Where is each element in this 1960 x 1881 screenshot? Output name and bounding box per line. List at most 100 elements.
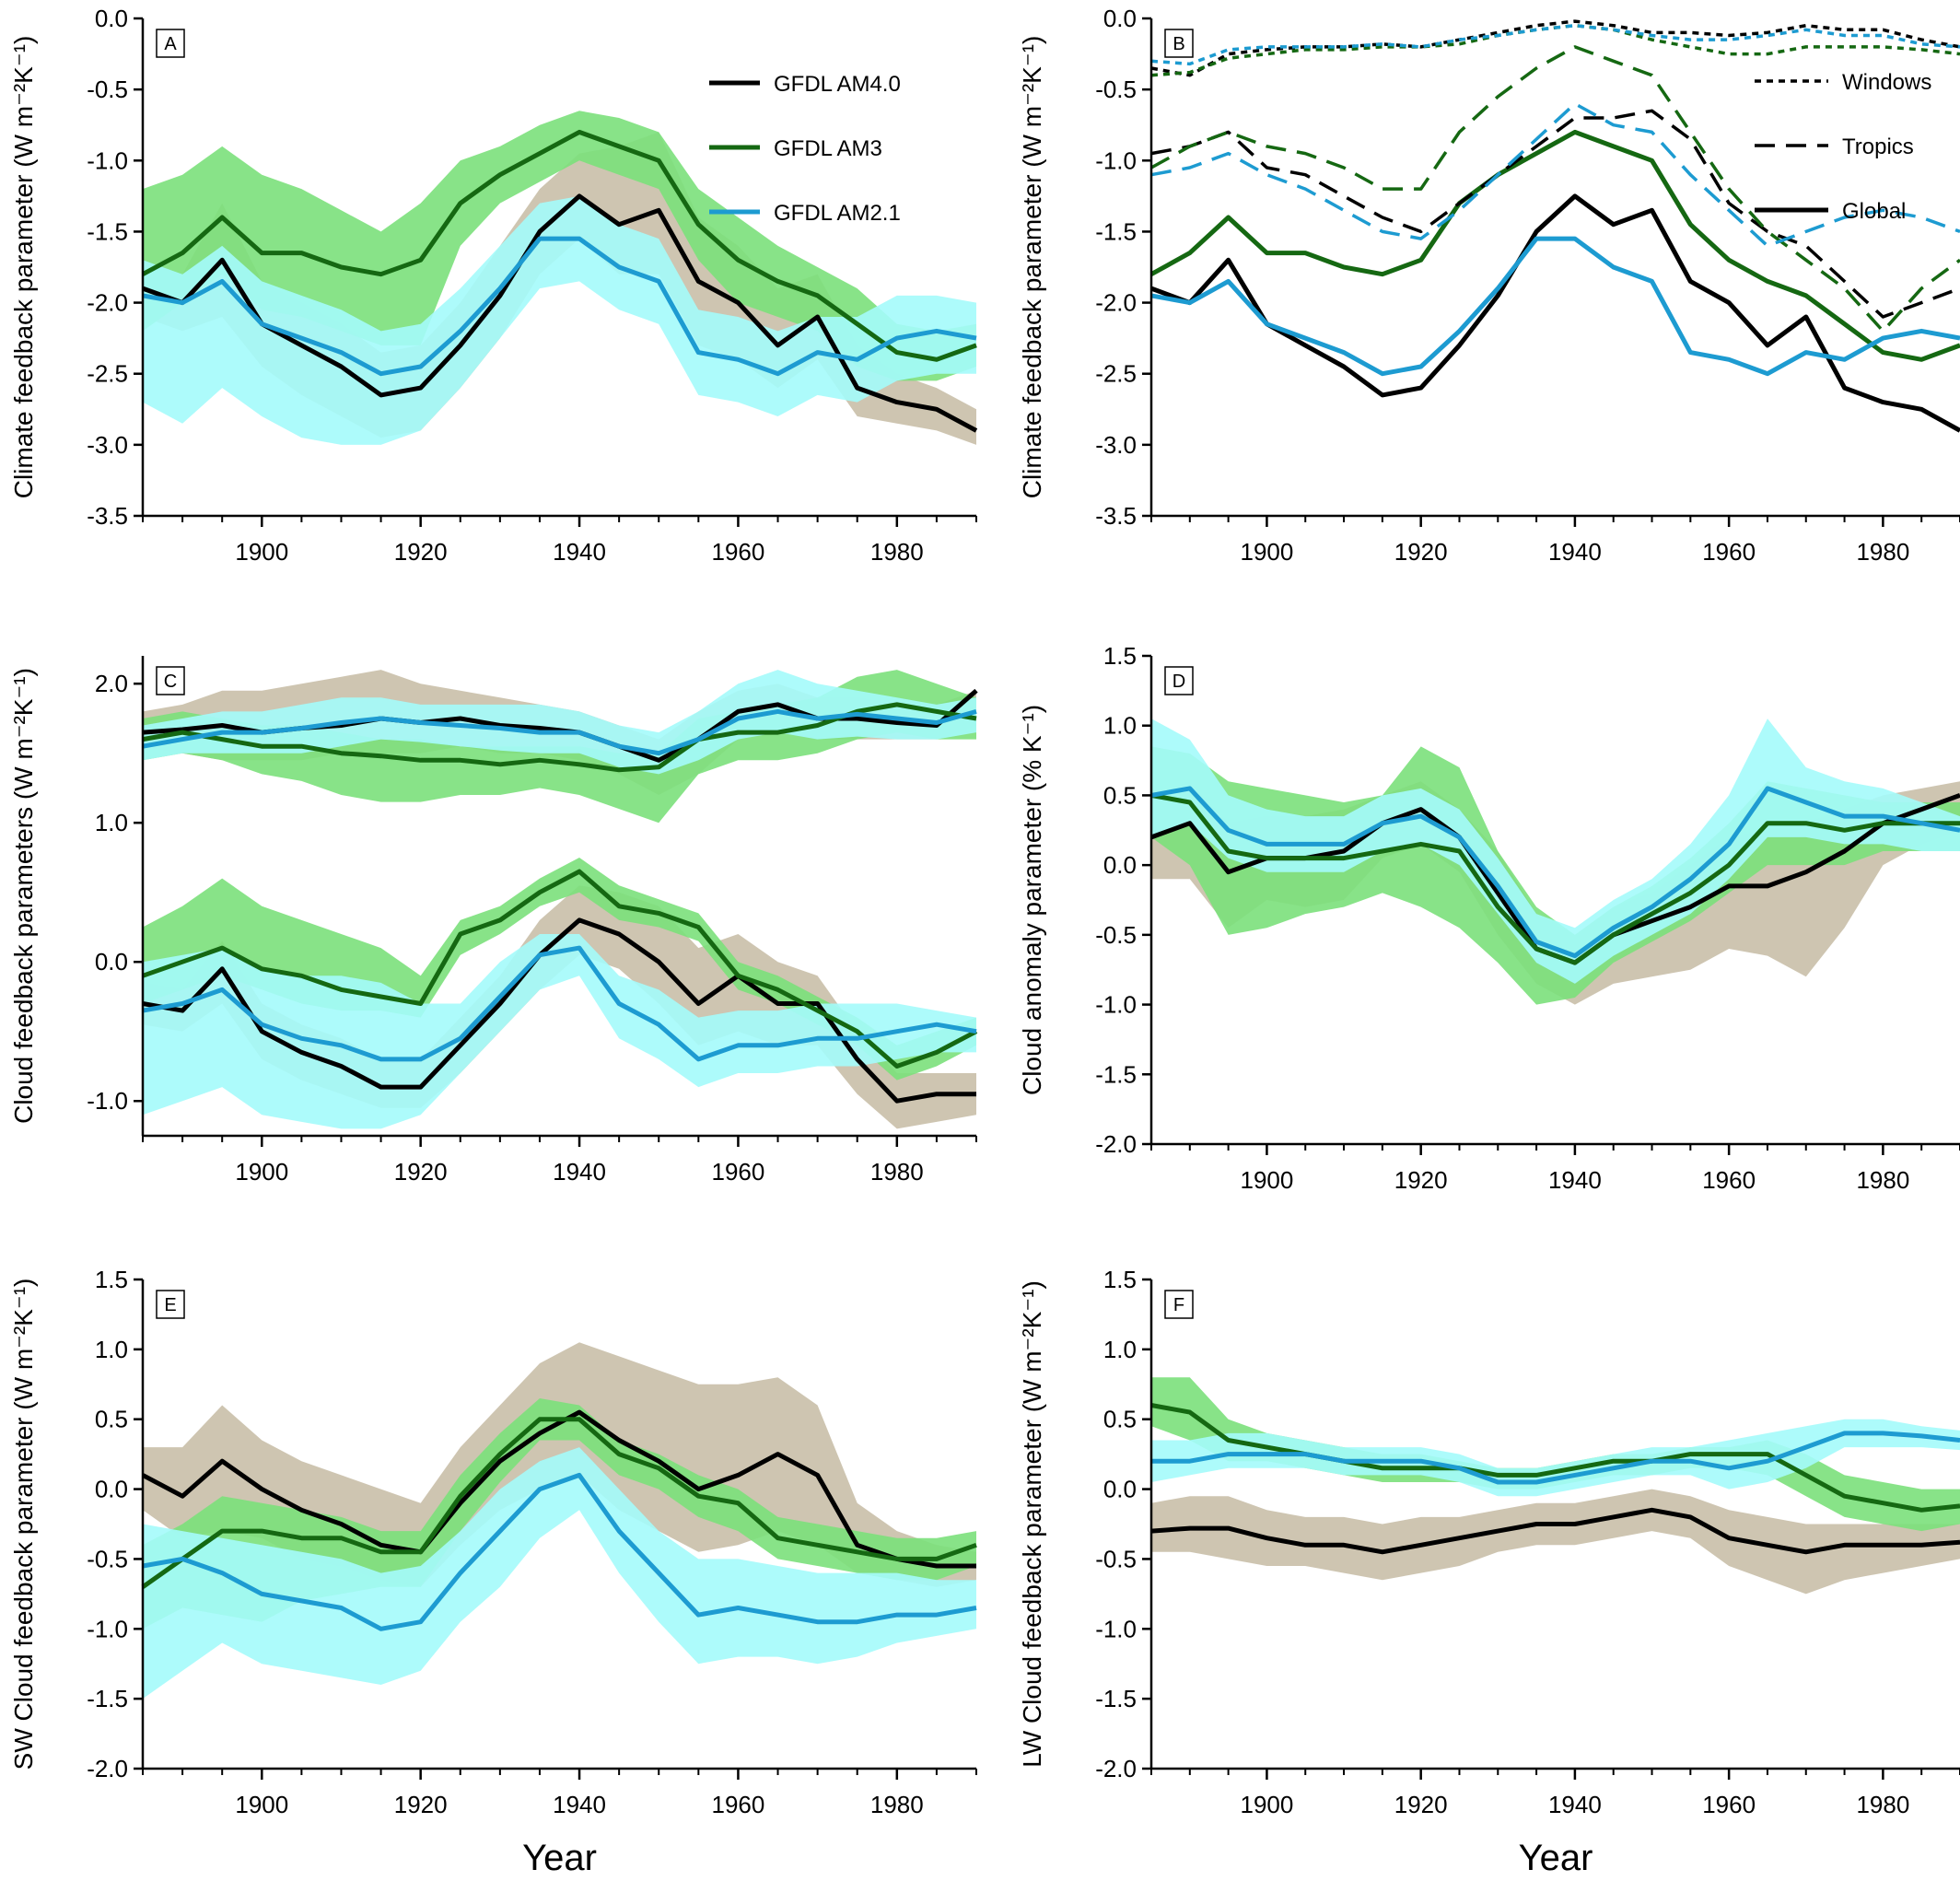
y-tick-label: -0.5 [87, 1545, 128, 1572]
x-tick-label: 1920 [1394, 1791, 1448, 1818]
line-am3-tropics-4 [1150, 45, 1960, 333]
y-tick-label: -0.5 [1095, 921, 1137, 949]
panel-label-box [156, 666, 185, 695]
line-am4-windows-6 [1150, 19, 1960, 77]
band-am21-2 [143, 195, 976, 445]
line-am21-global-2 [1150, 236, 1960, 377]
legend-label: GFDL AM3 [774, 136, 882, 161]
line-am3-1 [1150, 792, 1960, 965]
y-tick-label: 1.5 [95, 1266, 128, 1293]
x-tick-label: 1960 [1702, 1166, 1756, 1194]
x-tick-label: 1920 [1394, 1166, 1448, 1194]
y-tick-label: -2.0 [1095, 289, 1137, 317]
line-am21-2 [1150, 786, 1960, 959]
x-axis-label: Year [1519, 1838, 1593, 1878]
y-tick-label: 1.0 [95, 1336, 128, 1363]
y-tick-label: -3.0 [1095, 431, 1137, 459]
y-tick-label: -2.0 [1095, 1755, 1137, 1782]
y-tick-label: -3.0 [87, 431, 128, 459]
y-tick-label: -0.5 [1095, 76, 1137, 103]
y-tick-label: -2.0 [87, 289, 128, 317]
panel-label-box [156, 29, 185, 58]
y-tick-label: -1.0 [1095, 146, 1137, 174]
band-am21-2 [1151, 719, 1960, 984]
line-am3-1 [141, 1417, 977, 1589]
panel-c: 2.0 1.0 0.0 -1.0 1900 1920 1940 1960 1980 C Cloud … [9, 656, 978, 1186]
line-am3-1 [1150, 1403, 1960, 1513]
y-tick-label: -1.0 [1095, 1615, 1137, 1642]
y-tick-label: -3.5 [87, 502, 128, 530]
y-tick-label: -1.5 [1095, 1060, 1137, 1088]
panel-d: 1.5 1.0 0.5 0.0 -0.5 -1.0 -1.5 -2.0 1900 1920 1940… [1018, 642, 1960, 1194]
x-tick-label: 1940 [553, 538, 606, 566]
y-tick-label: 1.0 [1103, 1336, 1137, 1363]
x-tick-label: 1920 [394, 538, 448, 566]
band-am3-1 [143, 111, 976, 381]
line-am4-global-0 [1150, 193, 1960, 433]
y-tick-label: -1.0 [1095, 991, 1137, 1019]
line-am4-3 [142, 917, 976, 1104]
y-tick-label: -2.5 [1095, 360, 1137, 388]
y-tick-label: 1.0 [1103, 712, 1137, 740]
y-tick-label: 0.5 [95, 1406, 128, 1433]
x-tick-label: 1920 [1394, 538, 1448, 566]
x-axis-label: Year [522, 1838, 597, 1878]
y-tick-label: -1.5 [1095, 1685, 1137, 1712]
legend-label: GFDL AM4.0 [774, 72, 901, 97]
line-am21-5 [142, 945, 977, 1062]
x-tick-label: 1900 [1241, 538, 1294, 566]
panel-label-box [1164, 29, 1194, 58]
y-axis-label: SW Cloud feedback parameter (W m⁻²K⁻¹) [9, 1279, 38, 1770]
y-axis-label: LW Cloud feedback parameter (W m⁻²K⁻¹) [1018, 1280, 1046, 1768]
y-tick-label: -0.5 [1095, 1545, 1137, 1572]
x-tick-label: 1940 [1548, 1166, 1602, 1194]
x-tick-label: 1920 [394, 1791, 448, 1818]
y-axis-label: Climate feedback parameter (W m⁻²K⁻¹) [1018, 36, 1046, 499]
x-tick-label: 1900 [235, 538, 288, 566]
x-tick-label: 1980 [1856, 538, 1909, 566]
line-am4-0 [142, 193, 978, 433]
y-tick-label: -3.5 [1095, 502, 1137, 530]
y-tick-label: -2.0 [87, 1755, 128, 1782]
x-tick-label: 1960 [1702, 1791, 1756, 1818]
y-tick-label: -1.0 [87, 146, 128, 174]
panel-b: 0.0 -0.5 -1.0 -1.5 -2.0 -2.5 -3.0 -3.5 1900 1920 1… [1018, 5, 1960, 566]
panel-f: 1.5 1.0 0.5 0.0 -0.5 -1.0 -1.5 -2.0 1900 1920 1940… [1018, 1266, 1960, 1878]
line-am21-windows-8 [1150, 23, 1960, 66]
panel-label: A [164, 34, 177, 54]
legend-label: GFDL AM2.1 [774, 201, 901, 226]
line-am21-2 [142, 1472, 977, 1631]
x-tick-label: 1960 [712, 538, 765, 566]
panel-a: 0.0 -0.5 -1.0 -1.5 -2.0 -2.5 -3.0 -3.5 1900 1920 1… [9, 5, 978, 566]
line-am4-0 [1150, 1507, 1960, 1555]
x-tick-label: 1900 [235, 1791, 288, 1818]
y-tick-label: 1.5 [1103, 642, 1137, 670]
line-am21-2 [1151, 1431, 1960, 1485]
band-am21-2 [143, 1447, 976, 1700]
panel-label: B [1172, 34, 1184, 54]
x-tick-label: 1980 [870, 1158, 924, 1186]
band-am21-2 [143, 670, 976, 775]
line-am21-tropics-5 [1150, 101, 1960, 248]
y-tick-label: 0.0 [1103, 1476, 1137, 1503]
y-tick-label: 1.5 [1103, 1266, 1137, 1293]
legend-label: Windows [1842, 70, 1931, 95]
x-tick-label: 1900 [235, 1158, 288, 1186]
panel-label-box [1164, 666, 1194, 695]
panel-label-box [1164, 1290, 1194, 1319]
x-tick-label: 1980 [1856, 1791, 1909, 1818]
line-am21-2 [142, 236, 977, 377]
y-tick-label: 0.0 [1103, 851, 1137, 879]
x-tick-label: 1940 [553, 1158, 606, 1186]
y-tick-label: -1.0 [87, 1615, 128, 1642]
y-tick-label: -1.0 [87, 1087, 128, 1115]
y-tick-label: -2.5 [87, 360, 128, 388]
line-am4-0 [141, 1409, 976, 1569]
panel-label-box [156, 1290, 185, 1319]
x-tick-label: 1980 [1856, 1166, 1909, 1194]
y-tick-label: -2.0 [1095, 1130, 1137, 1158]
x-tick-label: 1960 [712, 1791, 765, 1818]
y-tick-label: 1.0 [95, 809, 128, 836]
y-tick-label: 0.5 [1103, 781, 1137, 809]
